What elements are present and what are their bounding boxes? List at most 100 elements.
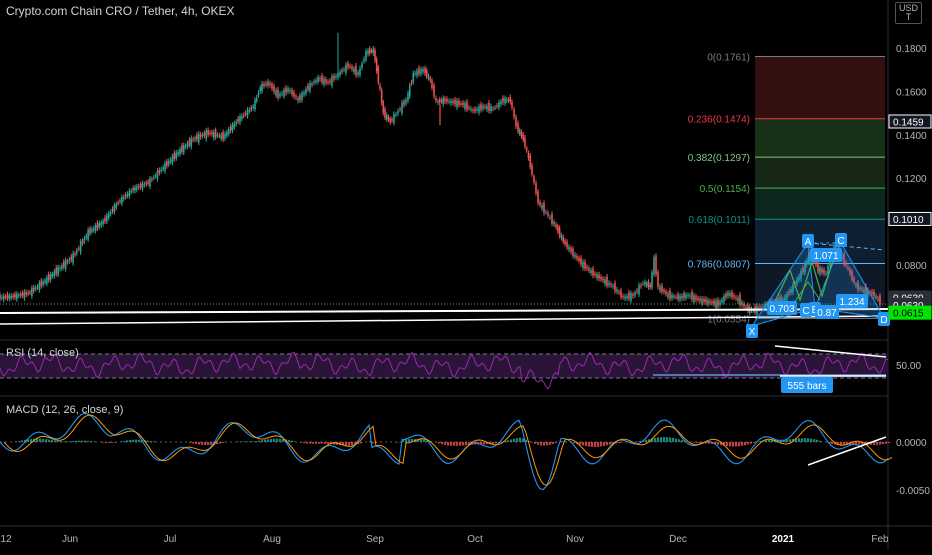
- candle-body: [147, 181, 149, 184]
- candle-body: [713, 300, 715, 305]
- macd-histogram-bar: [456, 442, 459, 446]
- macd-histogram-bar: [606, 442, 609, 446]
- candle-body: [287, 88, 289, 92]
- candle-body: [343, 69, 345, 71]
- candle-body: [877, 298, 879, 300]
- macd-histogram-bar: [396, 442, 399, 443]
- macd-histogram-bar: [561, 441, 564, 442]
- macd-histogram-bar: [714, 442, 717, 445]
- candle-body: [873, 291, 875, 297]
- candle-body: [199, 134, 202, 138]
- macd-histogram-bar: [303, 442, 306, 444]
- macd-histogram-bar: [324, 442, 327, 444]
- candle-body: [879, 295, 881, 305]
- candle-body: [283, 89, 285, 97]
- candle-body: [796, 279, 798, 284]
- macd-histogram-bar: [699, 442, 702, 444]
- chart-title: Crypto.com Chain CRO / Tether, 4h, OKEX: [6, 4, 235, 18]
- candle-body: [319, 78, 321, 80]
- macd-histogram-bar: [18, 440, 21, 442]
- candle-body: [74, 253, 76, 255]
- candle-body: [640, 285, 642, 287]
- candle-body: [511, 101, 513, 108]
- macd-histogram-bar: [465, 442, 468, 446]
- macd-histogram-bar: [639, 440, 642, 442]
- macd-histogram-bar: [651, 438, 654, 442]
- candle-body: [57, 267, 59, 275]
- macd-histogram-bar: [48, 439, 51, 442]
- candle-body: [261, 83, 263, 92]
- macd-histogram-bar: [132, 439, 135, 442]
- candle-body: [23, 291, 26, 299]
- candle-body: [399, 109, 401, 111]
- candle-body: [224, 133, 226, 139]
- macd-histogram-bar: [240, 441, 243, 442]
- candle-body: [425, 69, 428, 77]
- candle-body: [196, 134, 198, 140]
- candle-body: [158, 170, 161, 173]
- candle-body: [212, 131, 215, 138]
- macd-histogram-bar: [87, 440, 90, 442]
- candle-body: [659, 286, 661, 291]
- candle-body: [620, 290, 622, 298]
- candle-body: [40, 280, 43, 287]
- macd-histogram-bar: [93, 441, 96, 442]
- macd-histogram-bar: [708, 442, 711, 444]
- candle-body: [592, 268, 594, 276]
- macd-histogram-bar: [705, 442, 708, 444]
- macd-histogram-bar: [207, 442, 210, 446]
- candle-body: [305, 88, 307, 94]
- candle-body: [788, 291, 790, 294]
- macd-histogram-bar: [423, 439, 426, 442]
- candle-body: [478, 106, 480, 113]
- macd-histogram-bar: [525, 439, 528, 442]
- candle-body: [166, 161, 168, 167]
- candle-body: [10, 295, 13, 299]
- macd-histogram-bar: [120, 441, 123, 442]
- candle-body: [821, 269, 823, 273]
- candle-body: [188, 139, 191, 146]
- macd-histogram-bar: [804, 438, 807, 442]
- candle-body: [89, 228, 91, 234]
- candle-body: [349, 66, 351, 68]
- candle-body: [543, 202, 545, 214]
- candle-body: [327, 81, 329, 83]
- candle-body: [414, 73, 416, 75]
- candle-body: [566, 241, 568, 248]
- time-tick-label: Sep: [366, 534, 384, 545]
- candle-body: [849, 269, 851, 274]
- candle-body: [420, 69, 422, 74]
- candle-body: [167, 161, 170, 165]
- candle-body: [440, 100, 443, 102]
- candle-body: [525, 148, 528, 151]
- candle-body: [460, 103, 462, 105]
- candle-body: [333, 75, 335, 80]
- macd-histogram-bar: [444, 442, 447, 445]
- candle-body: [494, 107, 496, 109]
- candle-body: [27, 292, 29, 294]
- candle-body: [66, 261, 69, 263]
- macd-histogram-bar: [255, 441, 258, 442]
- candle-body: [857, 282, 859, 291]
- candle-body: [875, 296, 877, 298]
- candle-body: [827, 266, 829, 276]
- candle-body: [361, 63, 363, 68]
- candle-body: [800, 271, 802, 280]
- macd-histogram-bar: [267, 439, 270, 442]
- candle-body: [624, 296, 626, 299]
- candle-body: [162, 167, 164, 170]
- macd-histogram-bar: [483, 442, 486, 445]
- candle-body: [488, 102, 490, 111]
- candle-body: [747, 305, 749, 311]
- candle-body: [721, 299, 723, 303]
- macd-histogram-bar: [72, 441, 75, 442]
- candle-body: [580, 257, 582, 265]
- candle-body: [745, 306, 747, 309]
- candle-body: [437, 101, 439, 103]
- candle-body: [468, 107, 470, 109]
- candle-body: [642, 283, 644, 285]
- price-tag-label: 0.1010: [893, 215, 924, 226]
- candle-body: [303, 92, 305, 95]
- currency-unit-tag[interactable]: USD T: [895, 2, 923, 24]
